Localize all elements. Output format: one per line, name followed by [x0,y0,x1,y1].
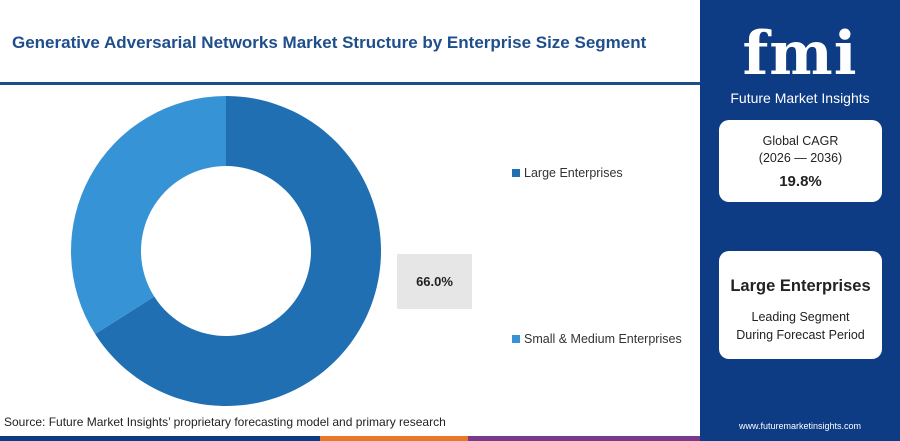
legend-item-small-medium-enterprises: Small & Medium Enterprises [512,332,682,346]
leading-segment-period: During Forecast Period [736,328,865,342]
leading-segment-name: Large Enterprises [730,277,871,295]
logo-text: Future Market Insights [730,90,870,106]
accent-segment [320,436,468,441]
accent-segment [0,436,320,441]
legend-swatch-small-medium-enterprises [512,335,520,343]
cagr-value: 19.8% [779,173,822,190]
donut-chart [70,96,381,407]
donut-slice-small-medium-enterprises [70,96,226,335]
legend-swatch-large-enterprises [512,169,520,177]
cagr-label: Global CAGR [762,134,839,148]
title-divider [0,82,700,85]
source-note: Source: Future Market Insights’ propriet… [4,415,446,429]
leading-segment-card: Large Enterprises Leading Segment During… [719,251,882,359]
cagr-period: (2026 — 2036) [758,151,843,165]
data-label-large-enterprises: 66.0% [397,254,472,309]
website-link[interactable]: www.futuremarketinsights.com [738,421,862,431]
accent-segment [468,436,700,441]
legend-item-large-enterprises: Large Enterprises [512,166,623,180]
legend-label-small-medium-enterprises: Small & Medium Enterprises [524,332,682,346]
logo-mark: fmi [742,19,858,89]
side-panel: fmi Future Market Insights Global CAGR (… [700,0,900,441]
leading-segment-caption: Leading Segment [751,310,850,324]
legend-label-large-enterprises: Large Enterprises [524,166,623,180]
fmi-logo: fmi Future Market Insights [700,8,900,106]
cagr-card: Global CAGR (2026 — 2036) 19.8% [719,120,882,202]
donut-slice-large-enterprises [95,96,381,407]
chart-title: Generative Adversarial Networks Market S… [12,33,647,52]
